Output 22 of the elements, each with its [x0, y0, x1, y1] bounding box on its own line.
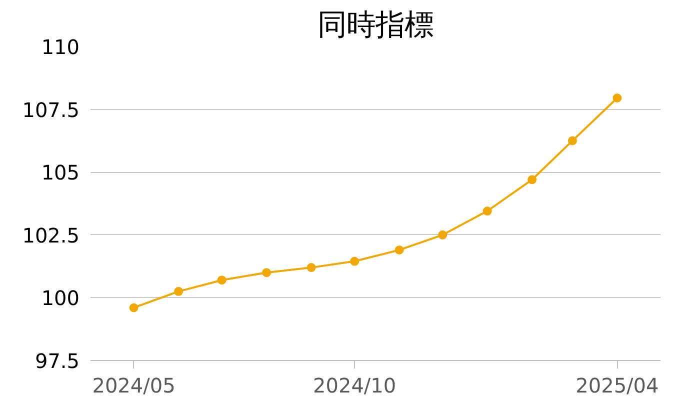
point — [568, 136, 577, 146]
point — [129, 303, 138, 312]
point — [306, 263, 316, 272]
point — [612, 94, 622, 102]
point — [262, 268, 272, 278]
x-tick-label: 2025/04 — [576, 374, 659, 398]
y-tick-label: 107.5 — [22, 98, 80, 122]
x-tick-label: 2024/10 — [313, 374, 396, 398]
point — [528, 175, 537, 184]
chart-title: 同時指標 — [318, 8, 434, 42]
point — [217, 276, 226, 285]
point — [438, 230, 448, 240]
y-tick-label: 100 — [41, 286, 80, 310]
point — [482, 206, 492, 216]
point — [174, 286, 184, 296]
x-tick-label: 2024/05 — [92, 374, 176, 398]
y-tick-label: 105 — [41, 160, 80, 185]
y-tick-label: 102.5 — [22, 223, 80, 248]
y-tick-label: 97.5 — [34, 349, 80, 373]
point — [394, 245, 404, 254]
y-tick-label: 110 — [41, 35, 80, 59]
point — [350, 256, 360, 266]
